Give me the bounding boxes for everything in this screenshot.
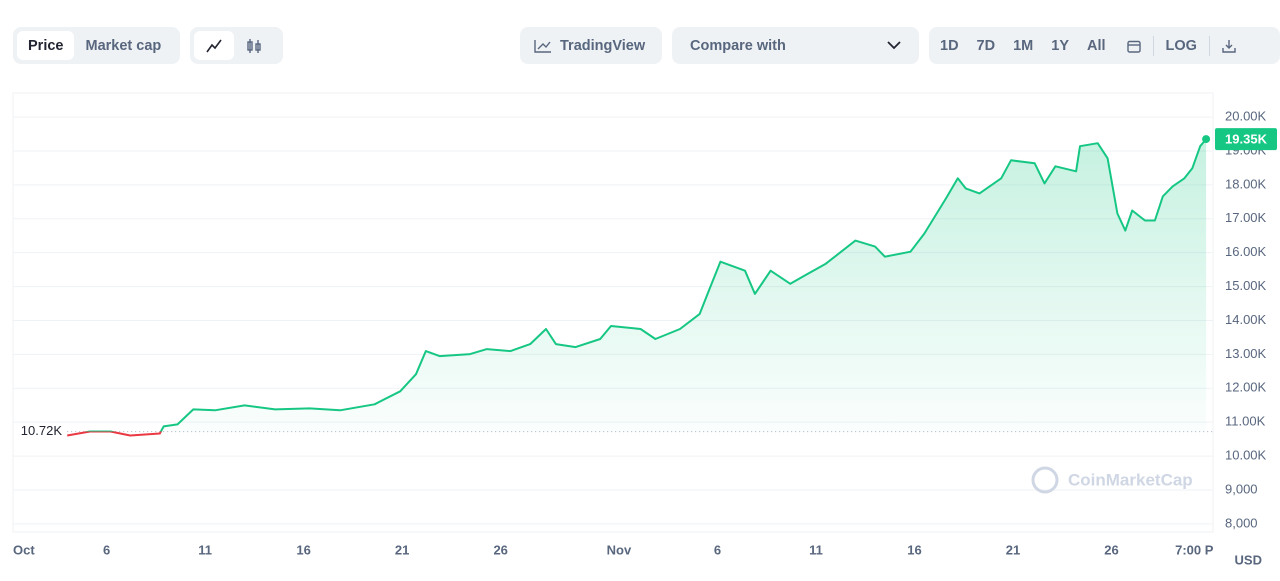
x-tick-label: 21 <box>1006 542 1020 557</box>
x-tick-label: 6 <box>103 542 110 557</box>
x-tick-label: 6 <box>714 542 721 557</box>
y-tick-label: 17.00K <box>1225 210 1267 225</box>
y-tick-label: 12.00K <box>1225 380 1267 395</box>
x-tick-label: 11 <box>809 542 823 557</box>
plot-frame <box>12 92 1214 533</box>
x-tick-label: 7:00 P <box>1175 542 1214 557</box>
divider <box>1152 35 1154 56</box>
x-tick-label: 26 <box>1104 542 1118 557</box>
range-button[interactable]: 7D <box>976 37 996 54</box>
price-line <box>67 138 1207 437</box>
download-icon <box>1222 39 1236 53</box>
y-tick-label: 15.00K <box>1225 278 1267 293</box>
tab-group: Price Market cap <box>13 27 180 64</box>
tradingview-button[interactable]: TradingView <box>520 27 662 64</box>
range-button[interactable]: 1M <box>1013 37 1034 54</box>
compare-select[interactable]: Compare with <box>672 27 919 64</box>
x-tick-label: 26 <box>493 542 507 557</box>
area <box>89 139 1207 432</box>
line-icon <box>206 39 222 52</box>
x-tick-label: 21 <box>395 542 409 557</box>
calendar-button[interactable] <box>1115 31 1153 60</box>
x-tick-label: 16 <box>296 542 310 557</box>
watermark-text: CoinMarketCap <box>1068 470 1193 489</box>
y-tick-label: 9,000 <box>1225 481 1258 496</box>
x-tick-label: Nov <box>607 542 632 557</box>
x-tick-label: Oct <box>13 542 35 557</box>
last-point <box>1202 135 1211 144</box>
current-label: 19.35K <box>1225 132 1268 147</box>
x-tick-label: 11 <box>198 542 212 557</box>
chevron <box>887 41 901 50</box>
y-tick-label: 14.00K <box>1225 312 1267 327</box>
y-tick-label: 18.00K <box>1225 176 1267 191</box>
calendar-icon <box>1126 40 1141 53</box>
download-button[interactable] <box>1210 31 1248 60</box>
y-tick-label: 19.00K <box>1225 142 1267 157</box>
range-button[interactable]: 1D <box>940 37 959 54</box>
range-button[interactable]: All <box>1087 37 1106 54</box>
y-tick-label: 16.00K <box>1225 244 1267 259</box>
tradingview-label: TradingView <box>560 37 646 54</box>
baseline-label: 10.72K <box>21 423 63 438</box>
current-badge <box>1215 128 1277 151</box>
log-button[interactable]: LOG <box>1165 37 1197 54</box>
chart-type-group <box>190 27 283 64</box>
range-button[interactable]: 1Y <box>1051 37 1069 54</box>
divider <box>1208 35 1210 56</box>
tab[interactable]: Price <box>17 31 75 60</box>
y-tick-label: 8,000 <box>1225 515 1258 530</box>
y-tick-label: 10.00K <box>1225 448 1267 463</box>
x-tick-label: 16 <box>907 542 921 557</box>
line-button[interactable] <box>194 31 234 60</box>
tab[interactable]: Market cap <box>85 37 162 54</box>
candle-button[interactable] <box>234 31 274 60</box>
candle-icon <box>247 38 261 53</box>
y-tick-label: 11.00K <box>1225 414 1266 429</box>
tv-icon <box>534 39 551 53</box>
range-group: 1D 7D 1M 1Y All LOG <box>929 27 1280 64</box>
y-tick-label: 20.00K <box>1225 109 1267 124</box>
watermark-logo <box>1031 466 1059 494</box>
compare-label: Compare with <box>690 37 786 54</box>
currency-label: USD <box>1235 552 1262 567</box>
y-tick-label: 13.00K <box>1225 346 1267 361</box>
watermark: CoinMarketCap <box>1031 466 1193 494</box>
